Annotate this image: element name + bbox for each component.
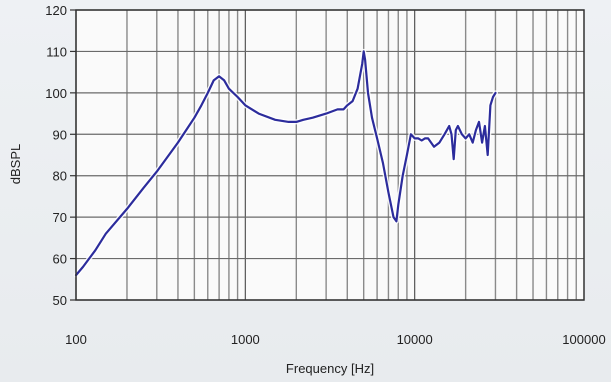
plot-frame-layer xyxy=(70,9,585,301)
y-tick-label: 80 xyxy=(53,169,67,184)
x-tick-label: 100 xyxy=(65,332,87,347)
y-axis-title: dBSPL xyxy=(8,144,23,184)
series-layer xyxy=(73,48,498,278)
series-line xyxy=(74,50,497,277)
grid-layer xyxy=(75,9,584,301)
y-tick-label: 50 xyxy=(53,293,67,308)
y-tick-label: 100 xyxy=(45,86,67,101)
x-tick-label: 1000 xyxy=(231,332,260,347)
tick-label-layer: 50 60 70 80 90 100 110 120 100 1000 10000 100000 xyxy=(45,3,605,347)
x-tick-label: 100000 xyxy=(562,332,605,347)
y-tick-label: 90 xyxy=(53,127,67,142)
x-axis-title: Frequency [Hz] xyxy=(286,361,374,376)
y-tick-label: 110 xyxy=(46,44,67,59)
x-tick-label: 10000 xyxy=(397,332,433,347)
plot-area xyxy=(76,10,584,300)
y-tick-label: 70 xyxy=(53,210,67,225)
y-tick-label: 60 xyxy=(53,252,67,267)
plot-frame xyxy=(75,9,585,301)
y-tick-label: 120 xyxy=(45,3,67,18)
